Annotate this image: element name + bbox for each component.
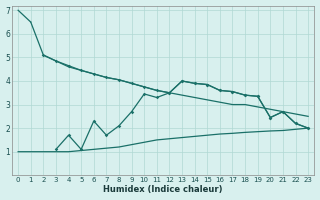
- X-axis label: Humidex (Indice chaleur): Humidex (Indice chaleur): [103, 185, 223, 194]
